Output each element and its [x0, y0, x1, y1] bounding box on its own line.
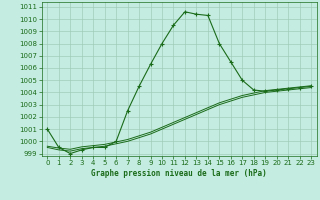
X-axis label: Graphe pression niveau de la mer (hPa): Graphe pression niveau de la mer (hPa) — [91, 169, 267, 178]
